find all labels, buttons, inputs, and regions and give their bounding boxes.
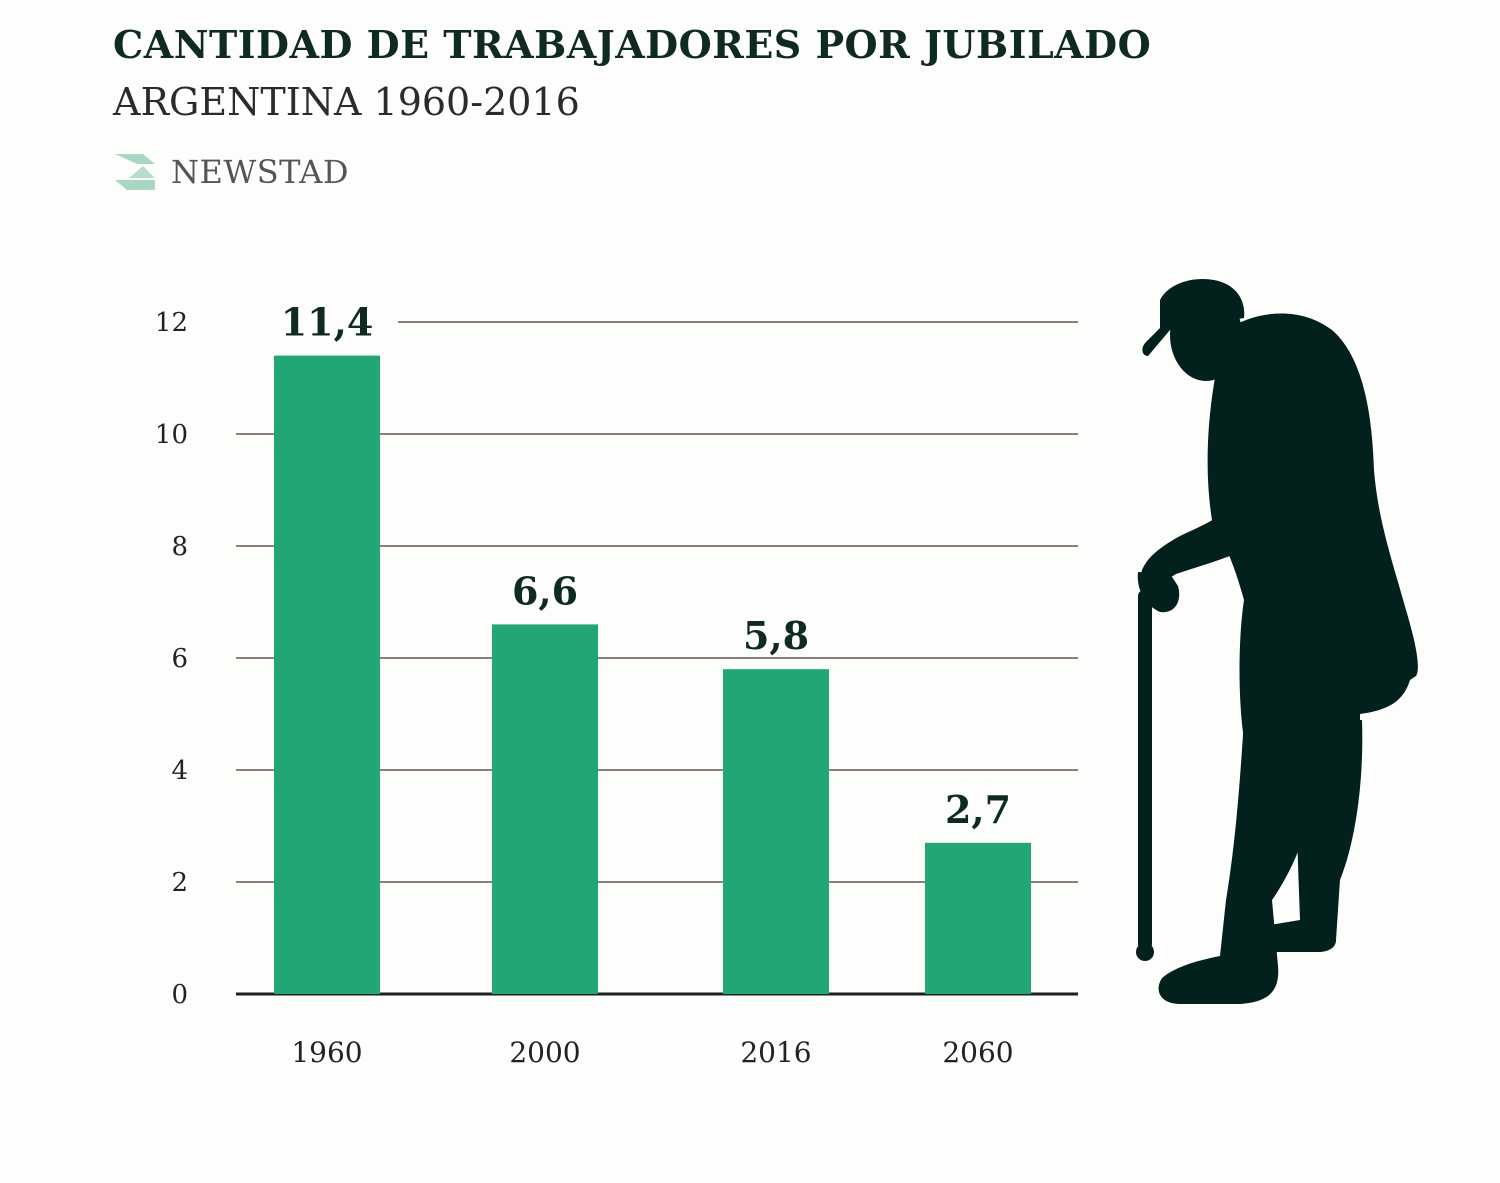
bars xyxy=(274,355,1031,995)
bar-value-label: 5,8 xyxy=(743,613,809,658)
y-tick-label: 10 xyxy=(155,420,188,450)
y-tick-label: 2 xyxy=(171,868,188,898)
chart-title: CANTIDAD DE TRABAJADORES POR JUBILADO xyxy=(113,22,1152,67)
bar-2016 xyxy=(723,669,829,994)
labels: 0 2 4 6 8 10 12 11,4 1960 6,6 2000 5,8 2016 2,7 2060 xyxy=(155,300,1014,1069)
bar-2000 xyxy=(492,624,598,994)
bar-value-label: 11,4 xyxy=(281,300,374,345)
x-category-label: 2000 xyxy=(509,1036,580,1069)
bar-2060 xyxy=(925,842,1031,994)
y-tick-label: 0 xyxy=(171,980,188,1010)
x-category-label: 2060 xyxy=(942,1036,1013,1069)
x-category-label: 2016 xyxy=(740,1036,811,1069)
chart-subtitle: ARGENTINA 1960-2016 xyxy=(113,80,580,124)
x-category-label: 1960 xyxy=(291,1036,362,1069)
elderly-man-with-cane-icon xyxy=(1136,278,1418,1004)
brand: NEWSTAD xyxy=(113,152,349,192)
bar-value-label: 2,7 xyxy=(945,787,1011,832)
y-tick-label: 6 xyxy=(171,644,188,674)
brand-name: NEWSTAD xyxy=(171,153,350,191)
y-tick-label: 12 xyxy=(155,308,188,338)
y-tick-label: 8 xyxy=(171,532,188,562)
newstad-logo-icon xyxy=(115,154,155,190)
bar-1960 xyxy=(274,355,380,995)
y-tick-label: 4 xyxy=(171,756,188,786)
bar-value-label: 6,6 xyxy=(512,568,578,613)
